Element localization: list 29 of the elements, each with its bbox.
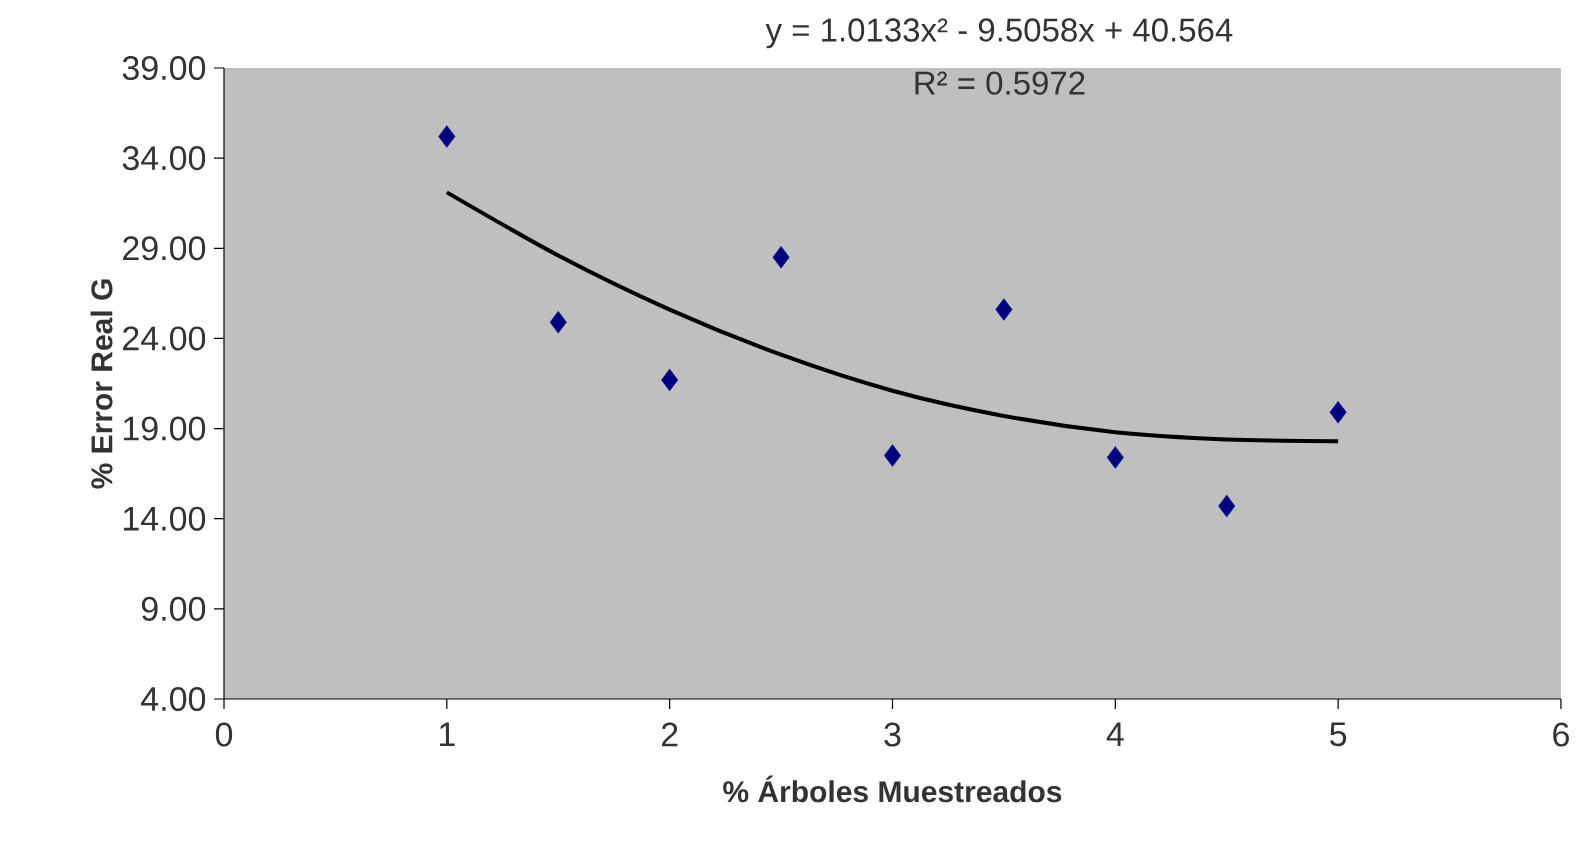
- x-tick-label: 1: [439, 722, 455, 746]
- point: [549, 311, 567, 334]
- x-tick-label: 4: [1106, 722, 1124, 746]
- point: [1106, 446, 1124, 469]
- y-tick-label: 34.00: [122, 146, 206, 171]
- point: [884, 444, 901, 467]
- point: [1218, 494, 1236, 518]
- y-tick-label: 19.00: [123, 416, 206, 441]
- y-tick-label: 14.00: [123, 506, 206, 531]
- point: [1329, 401, 1347, 424]
- x-tick-label: 3: [884, 722, 901, 747]
- line-series: [444, 190, 1341, 444]
- y-axis-title: % Error Real G: [90, 279, 113, 489]
- x-axis-title: % Árboles Muestreados: [723, 775, 1062, 803]
- x-tick-label: 6: [1553, 722, 1569, 747]
- y-tick-label: 9.00: [141, 596, 206, 621]
- x-tick-label: 2: [661, 722, 678, 747]
- annotation: R² = 0.5972: [915, 71, 1085, 95]
- y-tick-label: 39.00: [122, 55, 206, 81]
- point: [772, 246, 790, 269]
- y-tick-label: 4.00: [141, 686, 206, 712]
- point: [995, 298, 1013, 321]
- x-tick-label: 0: [215, 722, 233, 747]
- point: [661, 368, 679, 392]
- text: y = 1.0133x² - 9.5058x + 40.564: [765, 18, 1233, 49]
- y-tick-label: 24.00: [123, 326, 206, 351]
- x-tick-label: 5: [1330, 722, 1347, 747]
- y-tick-label: 29.00: [123, 236, 206, 261]
- point: [438, 125, 456, 148]
